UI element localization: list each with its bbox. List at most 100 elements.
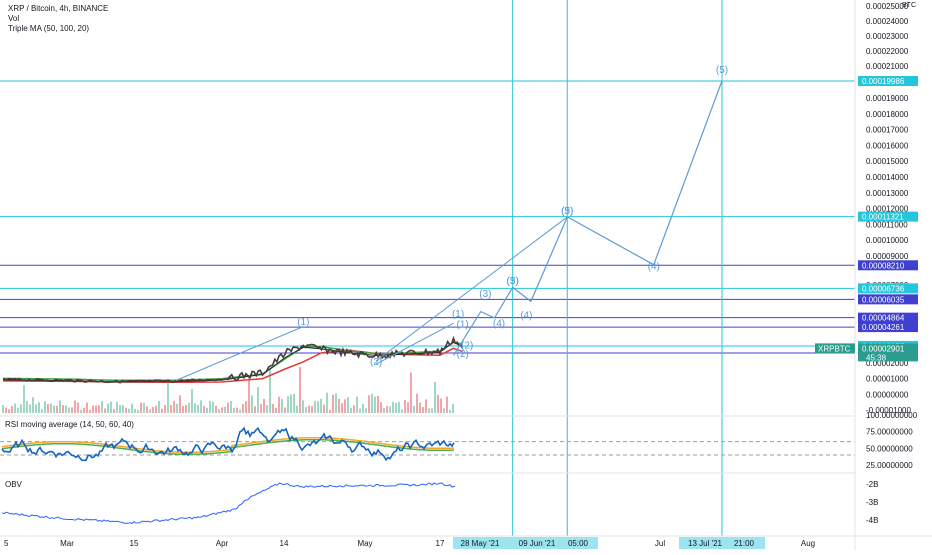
volume-bar (452, 404, 454, 413)
level-label-box[interactable] (858, 312, 918, 323)
wave-projection-path[interactable] (452, 80, 723, 356)
volume-bar (95, 405, 97, 413)
volume-bar (191, 388, 193, 413)
volume-bar (368, 395, 370, 413)
volume-bar (245, 401, 247, 413)
price-tick-label: 0.00011000 (866, 220, 908, 229)
volume-bar (428, 408, 430, 413)
wave-label: (3) (507, 276, 519, 287)
volume-bar (8, 409, 10, 413)
volume-bar (110, 401, 112, 413)
volume-bar (275, 407, 277, 413)
volume-bar (365, 408, 367, 413)
time-range-highlight[interactable] (453, 537, 598, 549)
volume-bar (272, 403, 274, 413)
volume-bar (38, 402, 40, 413)
price-tick-label: 0.00002000 (866, 359, 909, 368)
volume-bar (335, 393, 337, 413)
volume-bar (332, 394, 334, 413)
volume-bar (341, 403, 343, 413)
trend-line[interactable] (375, 216, 568, 362)
volume-bar (164, 405, 166, 413)
volume-bar (122, 405, 124, 413)
volume-bar (338, 398, 340, 413)
volume-bar (209, 400, 211, 413)
volume-bar (59, 400, 61, 413)
volume-bar (416, 393, 418, 413)
level-label-box[interactable] (858, 294, 918, 305)
volume-bar (176, 403, 178, 413)
volume-bar (248, 376, 250, 413)
volume-bar (83, 407, 85, 413)
triple-ma-label: Triple MA (50, 100, 20) (8, 24, 90, 33)
volume-bar (68, 407, 70, 413)
obv-tick-label: -3B (866, 498, 878, 507)
level-label-box[interactable] (858, 76, 918, 86)
volume-bar (383, 408, 385, 413)
volume-bar (125, 407, 127, 413)
volume-bar (224, 406, 226, 413)
level-label-box[interactable] (858, 322, 918, 333)
volume-bar (389, 406, 391, 413)
level-label-box[interactable] (858, 211, 918, 222)
trend-lines (175, 216, 568, 381)
price-tick-label: 0.00009000 (866, 252, 909, 261)
time-axis[interactable]: 5 Mar 15 Apr 14 May 17 28 May '21 09 Jun '21 05:0… (4, 537, 815, 549)
volume-bar (311, 406, 313, 413)
rsi-tick-label: 75.00000000 (866, 428, 913, 437)
volume-bar (161, 408, 163, 413)
volume-bar (128, 408, 130, 413)
volume-bar (149, 409, 151, 413)
volume-bar (239, 409, 241, 413)
volume-bar (374, 396, 376, 413)
price-series (2, 335, 464, 384)
obv-pane-label: OBV (5, 480, 22, 489)
rsi-line (1, 426, 455, 462)
level-label-box[interactable] (858, 260, 918, 271)
volume-bar (305, 407, 307, 413)
volume-bar (89, 409, 91, 413)
volume-bar (80, 409, 82, 413)
wave-label: (4) (493, 318, 505, 329)
volume-bar (29, 404, 31, 413)
volume-bar (86, 402, 88, 413)
price-badge[interactable] (858, 343, 918, 362)
volume-bar (200, 400, 202, 413)
rsi-ma-orange (1, 436, 455, 454)
volume-bar (230, 400, 232, 413)
volume-bar (113, 409, 115, 413)
trend-line[interactable] (375, 322, 454, 365)
volume-bar (353, 405, 355, 413)
volume-bar (344, 399, 346, 413)
volume-bar (47, 403, 49, 413)
trend-line[interactable] (175, 326, 304, 381)
volume-bar (425, 399, 427, 413)
price-tick-label: 0.00013000 (866, 189, 909, 198)
volume-bar (218, 409, 220, 413)
horizontal-levels (0, 80, 855, 354)
symbol-badge[interactable] (815, 343, 855, 354)
volume-bar (134, 408, 136, 413)
volume-bar (422, 406, 424, 413)
price-line (2, 335, 464, 384)
price-tick-label: 0.00017000 (866, 126, 909, 135)
time-tick-label: 13 Jul '21 (688, 539, 723, 548)
volume-bar (77, 402, 79, 413)
volume-bar (101, 401, 103, 413)
wave-label: (1) (452, 309, 464, 320)
wave-label: (1) (297, 317, 309, 328)
volume-bar (431, 408, 433, 413)
volume-bar (302, 400, 304, 413)
volume-bar (257, 386, 259, 413)
time-range-highlight[interactable] (679, 537, 765, 549)
volume-bar (401, 409, 403, 413)
volume-bar (290, 394, 292, 413)
wave-label: (5) (561, 206, 573, 217)
time-tick-label: 17 (436, 539, 445, 548)
level-label-box[interactable] (858, 283, 918, 294)
volume-bar (62, 405, 64, 413)
volume-bar (380, 402, 382, 413)
